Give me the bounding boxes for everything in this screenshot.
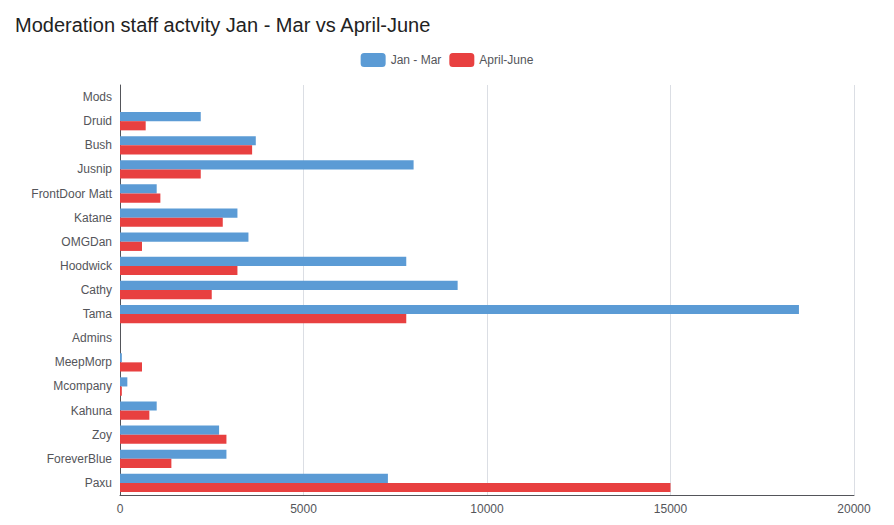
svg-text:Jusnip: Jusnip bbox=[77, 162, 112, 176]
svg-text:0: 0 bbox=[117, 502, 124, 516]
svg-text:ForeverBlue: ForeverBlue bbox=[47, 452, 113, 466]
svg-text:Druid: Druid bbox=[83, 114, 112, 128]
svg-text:10000: 10000 bbox=[470, 502, 504, 516]
svg-text:Katane: Katane bbox=[74, 211, 112, 225]
svg-text:Cathy: Cathy bbox=[81, 283, 112, 297]
svg-text:MeepMorp: MeepMorp bbox=[55, 355, 113, 369]
svg-text:Admins: Admins bbox=[72, 331, 112, 345]
svg-text:Mcompany: Mcompany bbox=[53, 379, 112, 393]
svg-text:Bush: Bush bbox=[85, 138, 112, 152]
svg-text:20000: 20000 bbox=[837, 502, 871, 516]
svg-text:FrontDoor Matt: FrontDoor Matt bbox=[31, 187, 112, 201]
svg-text:OMGDan: OMGDan bbox=[61, 235, 112, 249]
svg-text:April-June: April-June bbox=[479, 53, 533, 67]
svg-text:Jan - Mar: Jan - Mar bbox=[391, 53, 442, 67]
svg-text:Mods: Mods bbox=[83, 90, 112, 104]
svg-text:Moderation staff actvity Jan -: Moderation staff actvity Jan - Mar vs Ap… bbox=[15, 14, 430, 36]
svg-text:Paxu: Paxu bbox=[85, 476, 112, 490]
svg-text:Zoy: Zoy bbox=[92, 428, 112, 442]
svg-text:15000: 15000 bbox=[654, 502, 688, 516]
svg-text:Hoodwick: Hoodwick bbox=[60, 259, 113, 273]
svg-text:Tama: Tama bbox=[83, 307, 113, 321]
svg-text:5000: 5000 bbox=[290, 502, 317, 516]
svg-text:Kahuna: Kahuna bbox=[71, 404, 113, 418]
